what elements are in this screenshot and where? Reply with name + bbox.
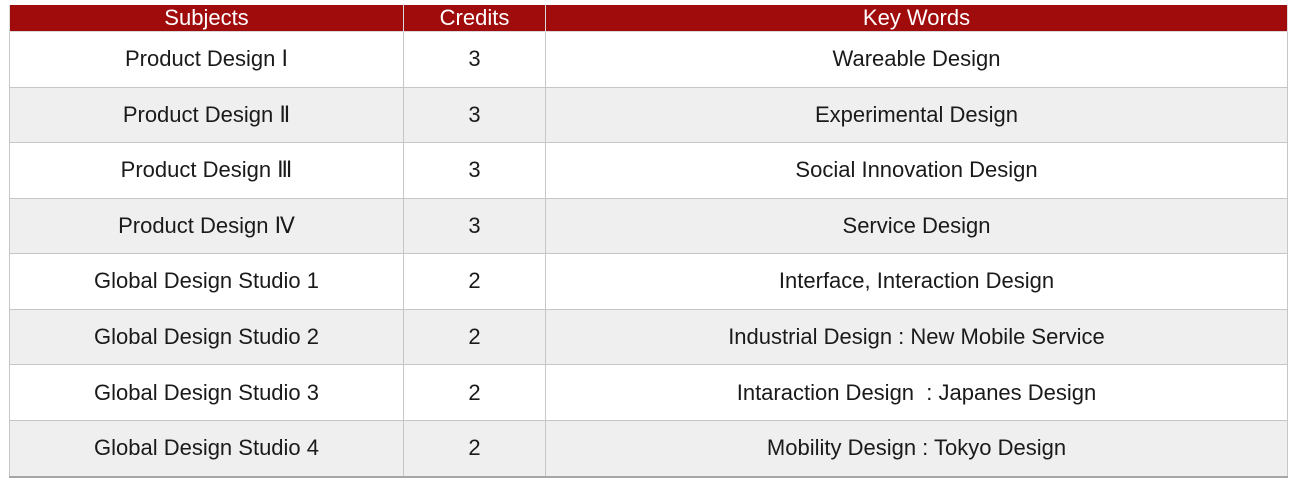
cell-keywords: Interface, Interaction Design [545,253,1288,310]
cell-credits: 2 [403,364,546,421]
cell-credits: 2 [403,419,546,478]
cell-keywords: Intaraction Design : Japanes Design [545,364,1288,421]
cell-subject: Global Design Studio 4 [9,419,404,478]
cell-subject: Global Design Studio 3 [9,364,404,421]
cell-credits: 3 [403,197,546,255]
cell-keywords: Service Design [545,197,1288,255]
table-row: Global Design Studio 3 2 Intaraction Desig… [9,364,1288,421]
table-row: Global Design Studio 1 2 Interface, Intera… [9,253,1288,310]
course-table: Subjects Credits Key Words Product Desig… [9,5,1288,478]
column-header-subjects: Subjects [9,5,404,32]
header-row: Subjects Credits Key Words [9,5,1288,32]
cell-credits: 3 [403,31,546,88]
table-row: Product Design Ⅳ 3 Service Design [9,197,1288,255]
cell-subject: Global Design Studio 1 [9,253,404,310]
cell-subject: Product Design Ⅱ [9,86,404,144]
table-header: Subjects Credits Key Words [9,5,1288,32]
table-row: Product Design Ⅰ 3 Wareable Design [9,31,1288,88]
table-row: Global Design Studio 4 2 Mobility Design :… [9,419,1288,478]
cell-keywords: Industrial Design : New Mobile Service [545,308,1288,366]
cell-subject: Product Design Ⅰ [9,31,404,88]
table-row: Product Design Ⅲ 3 Social Innovation Desig… [9,142,1288,199]
cell-subject: Product Design Ⅳ [9,197,404,255]
table-row: Product Design Ⅱ 3 Experimental Design [9,86,1288,144]
cell-keywords: Social Innovation Design [545,142,1288,199]
cell-keywords: Experimental Design [545,86,1288,144]
cell-credits: 2 [403,308,546,366]
cell-keywords: Wareable Design [545,31,1288,88]
cell-credits: 3 [403,86,546,144]
cell-subject: Product Design Ⅲ [9,142,404,199]
column-header-keywords: Key Words [545,5,1288,32]
cell-credits: 3 [403,142,546,199]
table-body: Product Design Ⅰ 3 Wareable Design Product … [9,31,1288,478]
table-row: Global Design Studio 2 2 Industrial Design… [9,308,1288,366]
column-header-credits: Credits [403,5,546,32]
cell-subject: Global Design Studio 2 [9,308,404,366]
cell-credits: 2 [403,253,546,310]
cell-keywords: Mobility Design : Tokyo Design [545,419,1288,478]
